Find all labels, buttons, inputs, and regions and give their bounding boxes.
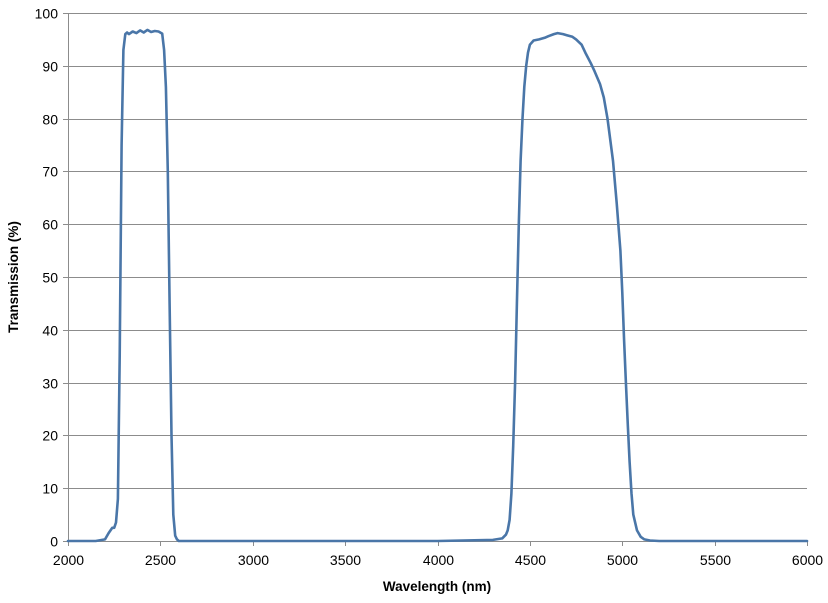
plot-area bbox=[66, 28, 809, 543]
y-tick-label: 20 bbox=[42, 428, 58, 444]
x-tick-label: 3000 bbox=[238, 552, 269, 568]
x-axis-title: Wavelength (nm) bbox=[383, 579, 491, 594]
x-tick-label: 4500 bbox=[515, 552, 546, 568]
y-tick-label: 70 bbox=[42, 164, 58, 180]
x-tick-label: 5000 bbox=[607, 552, 638, 568]
x-tick-label: 5500 bbox=[700, 552, 731, 568]
y-tick-label: 40 bbox=[42, 323, 58, 339]
tick-labels: 0 10 20 30 40 50 60 70 80 90 100 2000 2500 3000 3500 40… bbox=[35, 6, 824, 569]
y-tick-label: 60 bbox=[42, 217, 58, 233]
x-tick-label: 3500 bbox=[330, 552, 361, 568]
gridlines bbox=[68, 13, 807, 489]
y-tick-label: 50 bbox=[42, 270, 58, 286]
x-tick-label: 2500 bbox=[145, 552, 176, 568]
x-tick-label: 2000 bbox=[53, 552, 84, 568]
y-tick-label: 80 bbox=[42, 112, 58, 128]
x-tick-label: 6000 bbox=[792, 552, 823, 568]
y-tick-label: 0 bbox=[50, 534, 58, 550]
y-tick-label: 10 bbox=[42, 481, 58, 497]
y-tick-label: 30 bbox=[42, 376, 58, 392]
x-tick-label: 4000 bbox=[423, 552, 454, 568]
y-axis-title: Transmission (%) bbox=[6, 221, 21, 333]
y-tick-label: 100 bbox=[35, 6, 59, 22]
y-tick-label: 90 bbox=[42, 59, 58, 75]
transmission-series-line bbox=[66, 28, 809, 543]
axes bbox=[63, 13, 808, 546]
